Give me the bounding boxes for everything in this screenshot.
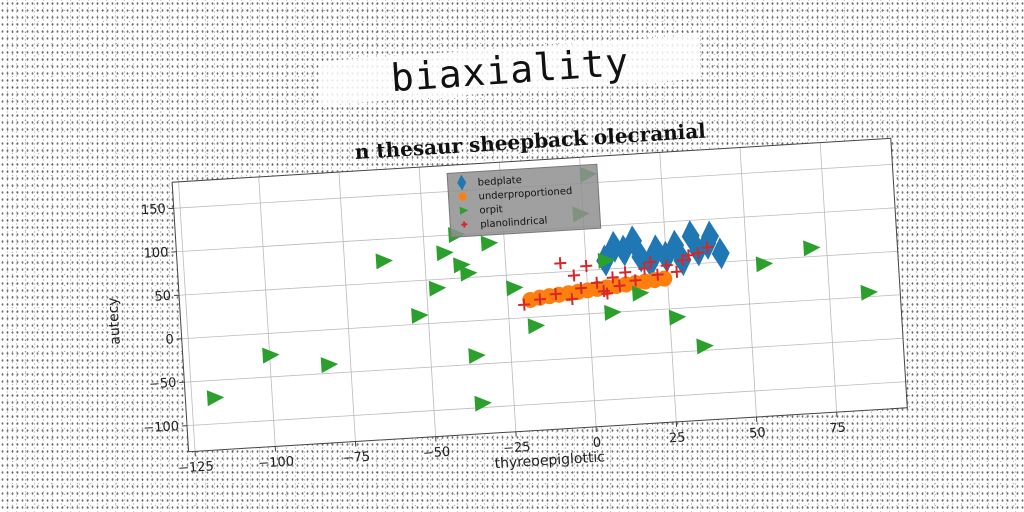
data-point	[375, 253, 394, 270]
data-point	[468, 348, 486, 365]
data-point	[566, 293, 579, 306]
x-gridline	[258, 176, 276, 447]
data-point	[860, 284, 878, 301]
y-tick-label: −50	[149, 376, 177, 393]
data-point	[651, 268, 664, 281]
data-point	[692, 246, 705, 260]
x-gridline	[739, 147, 757, 418]
x-tick-label: −100	[258, 454, 295, 471]
x-gridline	[819, 142, 838, 413]
data-point	[575, 282, 588, 295]
x-tick-label: 75	[829, 421, 846, 437]
data-point	[554, 257, 567, 270]
legend-label: orpit	[479, 204, 503, 216]
x-axis-label: thyreoepiglottic	[494, 449, 605, 472]
x-gridline	[418, 167, 437, 437]
data-point	[580, 259, 593, 273]
data-point	[549, 287, 562, 301]
data-point	[474, 395, 492, 412]
data-point	[436, 245, 454, 262]
y-axis-label: autecy	[105, 297, 124, 345]
y-tick-label: 150	[141, 202, 167, 218]
data-point	[755, 256, 774, 273]
data-point	[668, 309, 687, 326]
data-point	[518, 298, 531, 311]
y-tick-label: 50	[154, 289, 171, 305]
plot-frame	[171, 137, 908, 453]
data-point	[411, 307, 429, 324]
x-tick-label: −125	[178, 459, 215, 476]
data-point	[457, 174, 467, 191]
x-tick-label: 50	[749, 425, 766, 441]
y-tick-label: 0	[165, 332, 174, 347]
data-point	[660, 259, 673, 272]
y-gridline	[181, 294, 901, 340]
data-point	[601, 287, 614, 300]
data-point	[670, 265, 683, 278]
data-point	[480, 235, 499, 252]
x-gridline	[178, 181, 196, 452]
x-tick-label: −25	[503, 440, 531, 457]
data-point	[533, 293, 547, 306]
x-tick-label: −50	[423, 445, 451, 462]
x-tick-label: 25	[669, 430, 686, 446]
legend-label: bedplate	[477, 175, 522, 189]
data-point	[206, 390, 225, 407]
x-tick-label: 0	[592, 436, 601, 451]
data-point	[460, 265, 478, 282]
data-point	[458, 192, 467, 201]
data-point	[701, 241, 714, 254]
axis-ticks: −125 −100 −75 −50 −25 0 25 50 75 −100 −50 0 50 100 150	[141, 202, 847, 477]
y-gridline	[184, 337, 904, 383]
data-point	[459, 206, 469, 215]
data-point	[453, 257, 471, 274]
legend-label: planolindrical	[480, 215, 548, 230]
data-point	[597, 252, 616, 269]
data-point	[428, 280, 447, 297]
y-gridline	[179, 250, 898, 296]
data-point	[701, 220, 720, 253]
data-points	[206, 166, 878, 412]
grid	[173, 142, 906, 452]
data-point	[590, 276, 603, 289]
data-point	[696, 338, 714, 355]
data-point	[676, 254, 689, 267]
data-point	[461, 221, 468, 228]
data-point	[614, 234, 633, 267]
x-tick-label: −75	[342, 450, 370, 467]
data-point	[629, 274, 642, 287]
data-point	[644, 256, 657, 269]
data-point	[803, 240, 821, 257]
data-point	[604, 304, 622, 321]
data-point	[606, 271, 619, 284]
data-point	[682, 249, 695, 262]
data-point	[527, 318, 546, 335]
data-point	[613, 279, 626, 292]
legend: bedplateunderproportionedorpitplanolindr…	[446, 163, 602, 238]
data-point	[262, 347, 280, 364]
y-tick-label: −100	[143, 419, 180, 436]
data-point	[711, 237, 730, 270]
data-point	[638, 262, 651, 275]
y-gridline	[186, 381, 906, 427]
data-point	[631, 285, 650, 302]
data-point	[320, 357, 339, 374]
data-point	[619, 266, 632, 279]
y-tick-label: 100	[143, 245, 169, 261]
data-point	[567, 269, 580, 282]
x-gridline	[338, 172, 356, 442]
data-point	[506, 280, 524, 297]
legend-box	[446, 163, 602, 238]
x-gridline	[659, 152, 677, 422]
